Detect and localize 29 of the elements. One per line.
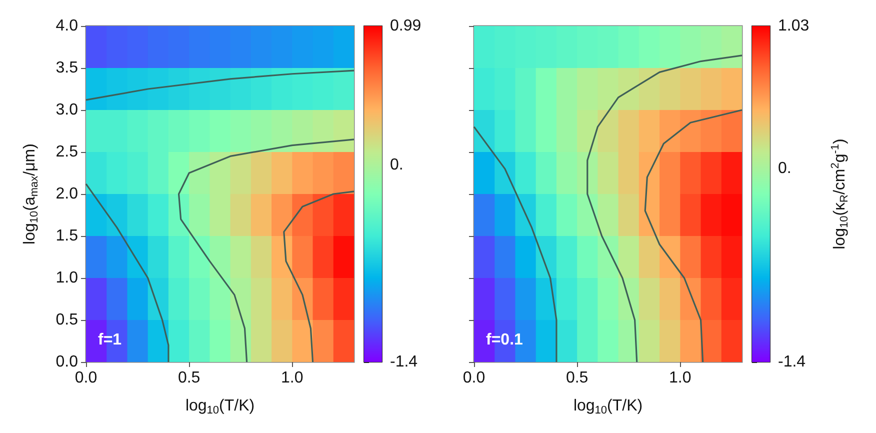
y-tick-label: 1.5 xyxy=(56,228,78,244)
y-tick-label: 2.0 xyxy=(56,186,78,202)
color-bar-label: -1.4 xyxy=(390,354,418,370)
color-bar-label: -1.4 xyxy=(778,354,806,370)
y-tick-label: 3.0 xyxy=(56,102,78,118)
line-series xyxy=(178,138,355,363)
line-series xyxy=(85,70,355,101)
x-tick-label: 1.0 xyxy=(281,370,304,386)
y-tick-label: 0.0 xyxy=(56,354,78,370)
x-tick-label: 0.0 xyxy=(74,370,98,386)
color-bar-label: 1.03 xyxy=(778,18,810,34)
x-tick-label: 1.0 xyxy=(669,370,692,386)
line-series xyxy=(283,190,355,363)
annotation: f=1 xyxy=(98,332,122,348)
x-tick-label: 0.5 xyxy=(566,370,588,386)
x-tick-label: 0.0 xyxy=(462,370,486,386)
annotation: f=0.1 xyxy=(486,332,524,348)
color-bar-label: 0.99 xyxy=(390,18,422,34)
y-tick-label: 1.0 xyxy=(56,270,78,286)
text: log10(κR/cm2g-1) xyxy=(830,138,850,250)
y-tick-label: 0.5 xyxy=(56,312,78,328)
y-tick-label: 4.0 xyxy=(56,18,78,34)
color-bar-label: 0. xyxy=(390,156,404,174)
color-bar-label: 0. xyxy=(778,160,792,177)
y-tick-label: 3.5 xyxy=(56,60,78,76)
y-axis-title: log10(amax/μm) xyxy=(22,144,40,244)
y-tick-label: 2.5 xyxy=(56,144,78,160)
x-tick-label: 0.5 xyxy=(178,370,200,386)
line-series xyxy=(85,183,170,363)
